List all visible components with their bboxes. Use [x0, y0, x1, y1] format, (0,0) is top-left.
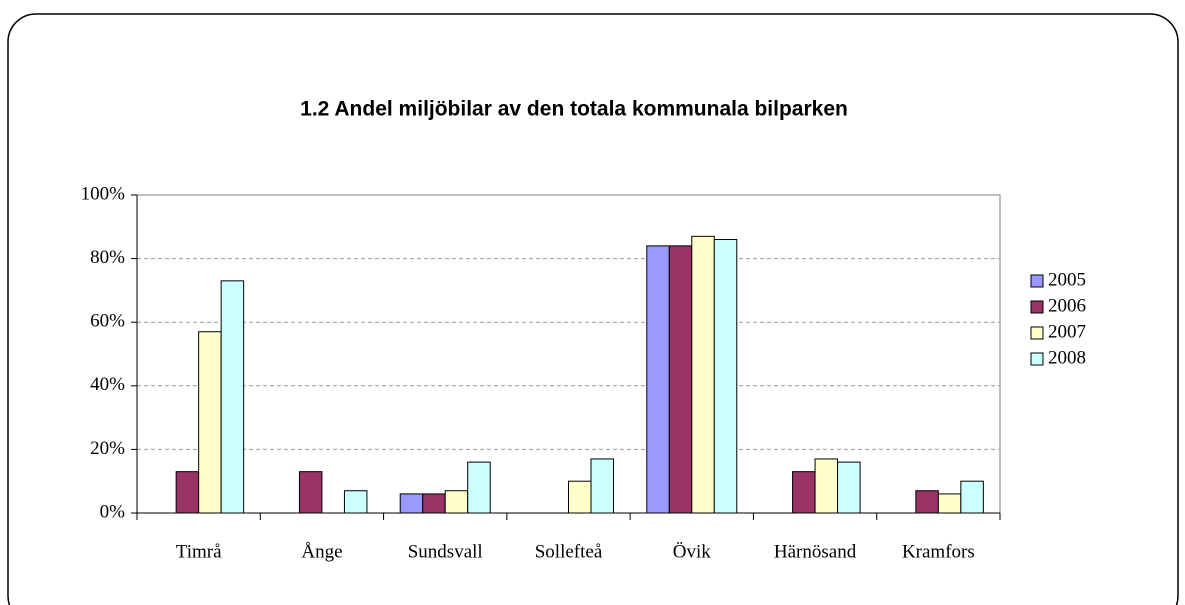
- bar: [837, 461, 861, 514]
- bar: [814, 458, 839, 514]
- legend-swatch: [1030, 352, 1044, 366]
- bar: [298, 471, 323, 514]
- legend-label: 2008: [1048, 347, 1086, 368]
- x-tick-label: Ånge: [301, 541, 342, 562]
- x-tick-label: Timrå: [176, 541, 222, 562]
- y-tick-label: 80%: [90, 247, 125, 268]
- bar: [422, 493, 446, 514]
- x-tick-label: Sollefteå: [535, 541, 603, 562]
- x-tick-label: Sundsvall: [408, 541, 483, 562]
- bar: [915, 490, 939, 514]
- x-tick-label: Härnösand: [774, 541, 857, 562]
- bar: [646, 245, 670, 514]
- y-tick-label: 100%: [81, 183, 126, 204]
- legend-swatch: [1030, 274, 1044, 288]
- bar: [691, 235, 715, 514]
- legend-swatch: [1030, 326, 1044, 340]
- x-tick-label: Kramfors: [902, 541, 975, 562]
- bar: [792, 471, 816, 514]
- bar: [175, 471, 200, 514]
- bar: [590, 458, 614, 514]
- y-tick-label: 60%: [90, 311, 125, 332]
- bar: [960, 480, 984, 514]
- y-tick-label: 0%: [100, 501, 126, 522]
- y-tick-label: 20%: [90, 438, 125, 459]
- bar: [343, 490, 368, 514]
- bar: [220, 280, 245, 514]
- legend-label: 2007: [1048, 321, 1086, 342]
- legend-swatch: [1030, 300, 1044, 314]
- plot-area: [136, 194, 1001, 514]
- chart-title: 1.2 Andel miljöbilar av den totala kommu…: [300, 98, 848, 121]
- bar: [937, 493, 962, 514]
- bar: [444, 490, 469, 514]
- legend-label: 2005: [1048, 269, 1086, 290]
- bar: [198, 331, 222, 514]
- x-tick-label: Övik: [673, 541, 712, 562]
- y-tick-label: 40%: [90, 374, 125, 395]
- bar: [668, 245, 693, 514]
- bar: [568, 480, 592, 514]
- bar: [713, 239, 738, 514]
- bar: [399, 493, 424, 514]
- legend-label: 2006: [1048, 295, 1086, 316]
- bar: [467, 461, 491, 514]
